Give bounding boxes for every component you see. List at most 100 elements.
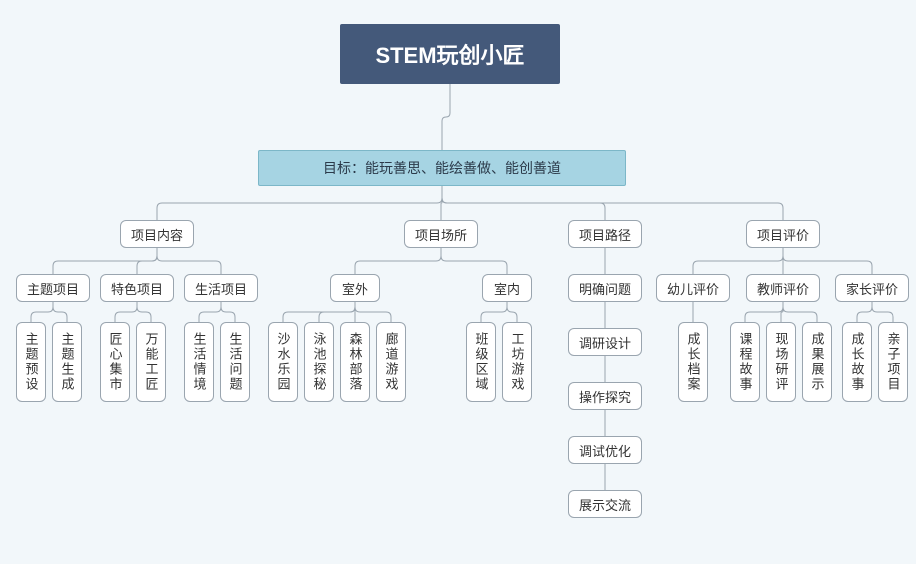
node-label: 教师评价 (757, 279, 809, 298)
node-label: 成长档案 (684, 332, 703, 392)
node-label: 特色项目 (111, 279, 163, 298)
edge (31, 302, 53, 322)
node-goal: 目标：能玩善思、能绘善做、能创善道 (258, 150, 626, 186)
node-l6: 生活问题 (220, 322, 250, 402)
edge (507, 302, 517, 322)
node-e1: 成长档案 (678, 322, 708, 402)
node-l8: 泳池探秘 (304, 322, 334, 402)
node-l12: 工坊游戏 (502, 322, 532, 402)
node-label: 亲子项目 (884, 332, 903, 392)
node-c4: 项目评价 (746, 220, 820, 248)
node-label: 幼儿评价 (667, 279, 719, 298)
node-label: 主题生成 (58, 332, 77, 392)
node-label: 目标：能玩善思、能绘善做、能创善道 (323, 158, 561, 178)
edge (137, 248, 157, 274)
node-label: 项目路径 (579, 225, 631, 244)
node-label: STEM玩创小匠 (375, 38, 524, 70)
edge (157, 186, 442, 220)
node-c3: 项目路径 (568, 220, 642, 248)
node-label: 万能工匠 (142, 332, 161, 392)
edge (355, 302, 391, 322)
node-p3: 操作探究 (568, 382, 642, 410)
node-s2b: 室内 (482, 274, 532, 302)
edge (441, 248, 507, 274)
node-label: 家长评价 (846, 279, 898, 298)
edge (781, 302, 783, 322)
node-label: 明确问题 (579, 279, 631, 298)
node-c1: 项目内容 (120, 220, 194, 248)
edge (221, 302, 235, 322)
node-label: 生活情境 (190, 332, 209, 392)
node-label: 调研设计 (579, 333, 631, 352)
node-e4: 成果展示 (802, 322, 832, 402)
node-label: 主题项目 (27, 279, 79, 298)
node-s1b: 特色项目 (100, 274, 174, 302)
node-e3: 现场研评 (766, 322, 796, 402)
edge (442, 186, 783, 220)
node-label: 项目评价 (757, 225, 809, 244)
edge (319, 302, 355, 322)
node-label: 成长故事 (848, 332, 867, 392)
edge (783, 302, 817, 322)
node-l4: 万能工匠 (136, 322, 166, 402)
edge (137, 302, 151, 322)
node-e2: 课程故事 (730, 322, 760, 402)
edge (115, 302, 137, 322)
node-s2a: 室外 (330, 274, 380, 302)
node-s1a: 主题项目 (16, 274, 90, 302)
edge (355, 248, 441, 274)
edge (783, 248, 872, 274)
node-l5: 生活情境 (184, 322, 214, 402)
node-label: 调试优化 (579, 441, 631, 460)
node-label: 主题预设 (22, 332, 41, 392)
edge (53, 302, 67, 322)
edge (442, 84, 450, 150)
node-s4a: 幼儿评价 (656, 274, 730, 302)
node-l1: 主题预设 (16, 322, 46, 402)
node-p4: 调试优化 (568, 436, 642, 464)
node-l2: 主题生成 (52, 322, 82, 402)
node-label: 室外 (342, 279, 368, 298)
node-p5: 展示交流 (568, 490, 642, 518)
node-label: 工坊游戏 (508, 332, 527, 392)
node-label: 室内 (494, 279, 520, 298)
node-label: 泳池探秘 (310, 332, 329, 392)
node-e5: 成长故事 (842, 322, 872, 402)
node-s3a: 明确问题 (568, 274, 642, 302)
node-label: 生活项目 (195, 279, 247, 298)
node-e6: 亲子项目 (878, 322, 908, 402)
edge (53, 248, 157, 274)
node-label: 现场研评 (772, 332, 791, 392)
node-label: 廊道游戏 (382, 332, 401, 392)
node-label: 项目内容 (131, 225, 183, 244)
node-root: STEM玩创小匠 (340, 24, 560, 84)
node-label: 课程故事 (736, 332, 755, 392)
node-l9: 森林部落 (340, 322, 370, 402)
edge (857, 302, 872, 322)
edge (283, 302, 355, 322)
node-label: 森林部落 (346, 332, 365, 392)
node-label: 项目场所 (415, 225, 467, 244)
node-label: 展示交流 (579, 495, 631, 514)
node-label: 生活问题 (226, 332, 245, 392)
node-s4b: 教师评价 (746, 274, 820, 302)
edge (442, 186, 605, 220)
node-s1c: 生活项目 (184, 274, 258, 302)
edge (693, 248, 783, 274)
edge (872, 302, 893, 322)
node-s4c: 家长评价 (835, 274, 909, 302)
node-label: 操作探究 (579, 387, 631, 406)
edge (745, 302, 783, 322)
node-l10: 廊道游戏 (376, 322, 406, 402)
node-label: 匠心集市 (106, 332, 125, 392)
node-c2: 项目场所 (404, 220, 478, 248)
node-l3: 匠心集市 (100, 322, 130, 402)
edge (441, 186, 442, 220)
node-label: 成果展示 (808, 332, 827, 392)
node-l11: 班级区域 (466, 322, 496, 402)
edge (199, 302, 221, 322)
node-p2: 调研设计 (568, 328, 642, 356)
node-label: 沙水乐园 (274, 332, 293, 392)
node-label: 班级区域 (472, 332, 491, 392)
node-l7: 沙水乐园 (268, 322, 298, 402)
